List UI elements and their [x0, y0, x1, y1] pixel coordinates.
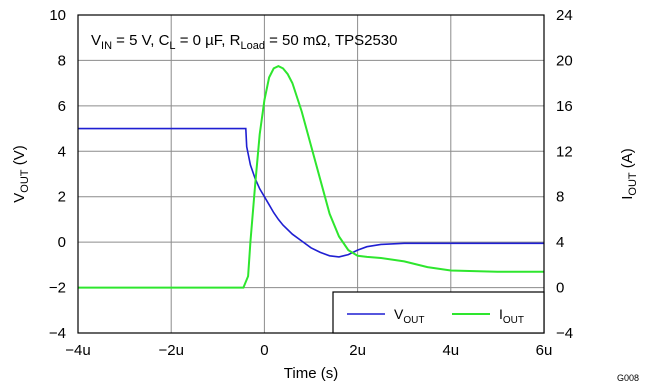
- legend-label-vout: VOUT: [394, 306, 424, 326]
- y-right-tick-label: 0: [556, 280, 564, 297]
- chart-annotation: VIN = 5 V, CL = 0 µF, RLoad = 50 mΩ, TPS…: [91, 32, 398, 52]
- legend: VOUT IOUT: [332, 291, 545, 334]
- y-right-tick-label: 20: [556, 52, 573, 69]
- y-right-tick-label: −4: [556, 325, 573, 342]
- legend-box: [332, 291, 545, 334]
- y-left-tick-label: 0: [58, 234, 66, 251]
- y-left-tick-label: 10: [49, 7, 66, 24]
- x-axis-title: Time (s): [284, 365, 338, 382]
- y-left-tick-label: 6: [58, 98, 66, 115]
- plot-frame: [77, 14, 545, 334]
- y-axis-left-title: VOUT (V): [11, 145, 31, 202]
- series-group: [78, 64, 544, 289]
- y-right-tick-label: 4: [556, 234, 564, 251]
- x-tick-label: 2u: [349, 342, 366, 359]
- y-axis-right-title: IOUT (A): [619, 148, 639, 200]
- x-tick-label: −4u: [65, 342, 90, 359]
- x-tick-label: 4u: [442, 342, 459, 359]
- y-right-tick-label: 8: [556, 189, 564, 206]
- y-left-tick-label: 2: [58, 189, 66, 206]
- x-tick-label: −2u: [158, 342, 183, 359]
- y-left-tick-label: 8: [58, 52, 66, 69]
- legend-label-iout: IOUT: [499, 306, 524, 326]
- y-left-tick-label: −4: [49, 325, 66, 342]
- figure-id: G008: [617, 373, 639, 383]
- y-right-tick-label: 12: [556, 143, 573, 160]
- y-left-tick-label: −2: [49, 280, 66, 297]
- y-left-tick-label: 4: [58, 143, 66, 160]
- y-right-tick-label: 16: [556, 98, 573, 115]
- series-iout-line: [78, 64, 544, 289]
- x-tick-label: 6u: [536, 342, 553, 359]
- x-tick-label: 0: [260, 342, 268, 359]
- series-vout-line: [78, 127, 544, 258]
- y-right-tick-label: 24: [556, 7, 573, 24]
